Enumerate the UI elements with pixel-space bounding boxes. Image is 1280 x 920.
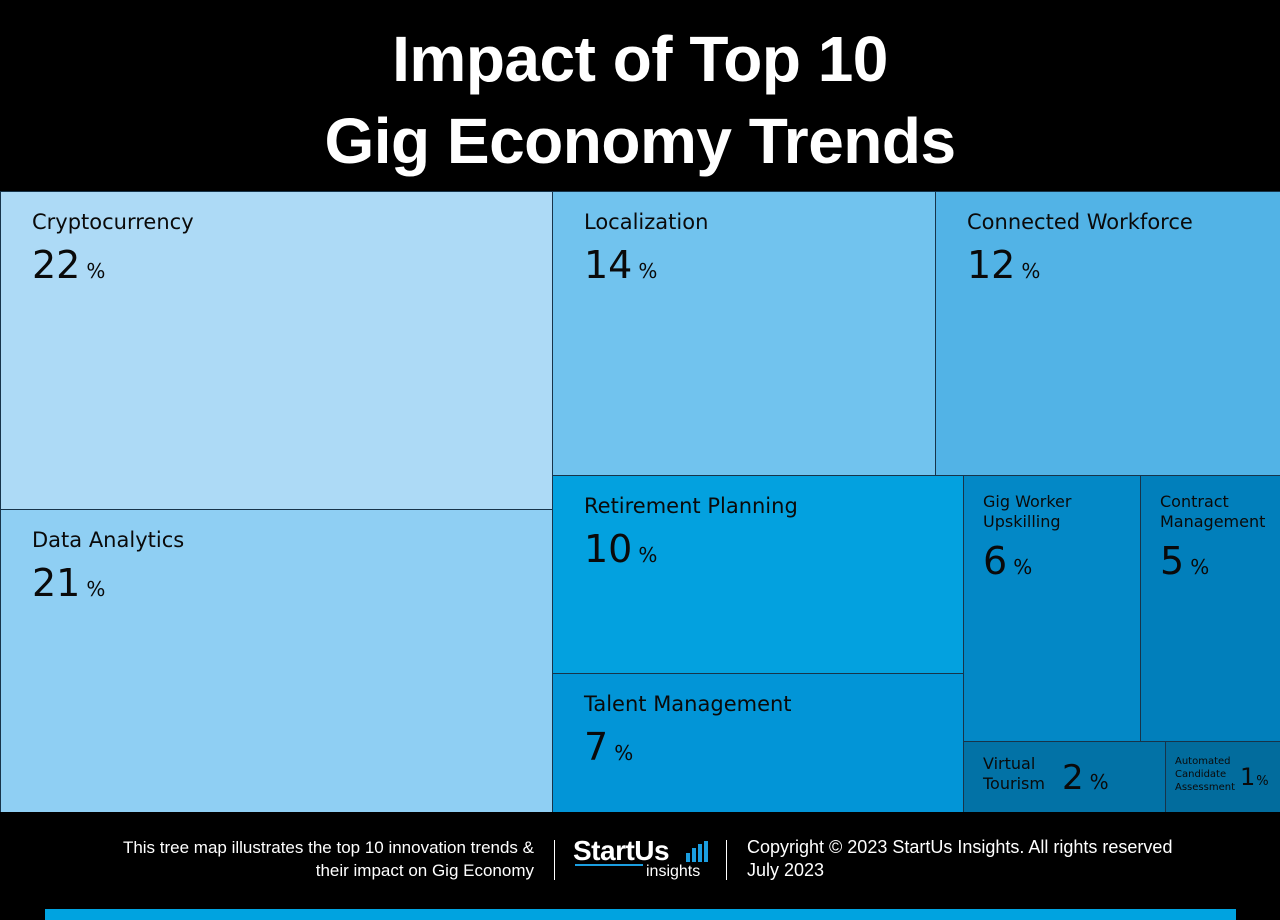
treemap-cell-automated-candidate-assessment: Automated Candidate Assessment 1% [1165,741,1280,812]
treemap-cell-gig-worker-upskilling: Gig Worker Upskilling 6% [963,475,1140,741]
cell-value: 21% [32,558,105,608]
cell-value-unit: % [1256,774,1269,789]
cell-value-unit: % [1190,555,1210,579]
cell-value-number: 22 [32,243,81,287]
cell-value: 2% [1062,756,1109,800]
cell-value-number: 5 [1160,539,1185,583]
cell-value: 6% [983,536,1032,586]
chart-title: Impact of Top 10 Gig Economy Trends [0,18,1280,182]
cell-label: Retirement Planning [584,494,798,518]
cell-label: Cryptocurrency [32,210,194,234]
cell-label: Virtual Tourism [983,754,1045,793]
treemap-cell-connected-workforce: Connected Workforce 12% [935,191,1280,475]
chart-title-line-2: Gig Economy Trends [324,105,956,177]
footer-description-line-2: their impact on Gig Economy [315,861,534,880]
cell-value-number: 1 [1240,763,1256,791]
cell-value-number: 21 [32,561,81,605]
cell-value-number: 2 [1062,758,1084,798]
cell-value: 14% [584,240,657,290]
footer-description: This tree map illustrates the top 10 inn… [14,836,534,882]
footer-divider-right [726,840,727,880]
logo-underline [575,864,643,866]
cell-value-unit: % [638,543,658,567]
publication-date: July 2023 [747,860,825,880]
treemap-cell-contract-management: Contract Management 5% [1140,475,1280,741]
copyright-text: Copyright © 2023 StartUs Insights. All r… [747,837,1173,857]
treemap-cell-talent-management: Talent Management 7% [552,673,963,812]
cell-value-unit: % [614,741,634,765]
treemap-cell-virtual-tourism: Virtual Tourism 2% [963,741,1165,812]
cell-value-number: 7 [584,725,609,769]
treemap-cell-retirement-planning: Retirement Planning 10% [552,475,963,673]
footer-divider-left [554,840,555,880]
cell-label: Talent Management [584,692,792,716]
treemap-cell-data-analytics: Data Analytics 21% [0,509,552,812]
cell-value: 22% [32,240,105,290]
cell-value-unit: % [86,259,106,283]
treemap-cell-cryptocurrency: Cryptocurrency 22% [0,191,552,509]
cell-value-unit: % [1021,259,1041,283]
cell-value: 1% [1240,762,1269,792]
cell-label: Data Analytics [32,528,185,552]
cell-value-unit: % [638,259,658,283]
logo-wordmark: StartUs [573,835,670,866]
cell-value-unit: % [86,577,106,601]
cell-value: 5% [1160,536,1209,586]
cell-value: 7% [584,722,633,772]
bottom-accent-bar [45,909,1236,920]
cell-label: Contract Management [1160,492,1266,531]
cell-label: Gig Worker Upskilling [983,492,1072,531]
cell-label: Automated Candidate Assessment [1175,756,1235,793]
cell-value: 10% [584,524,657,574]
cell-value-number: 6 [983,539,1008,583]
cell-value: 12% [967,240,1040,290]
logo-bars-icon [686,841,708,862]
cell-value-number: 14 [584,243,633,287]
treemap-cell-localization: Localization 14% [552,191,935,475]
chart-title-line-1: Impact of Top 10 [392,23,888,95]
cell-label: Localization [584,210,709,234]
cell-value-number: 10 [584,527,633,571]
cell-value-unit: % [1013,555,1033,579]
cell-value-number: 12 [967,243,1016,287]
logo-subtitle: insights [646,863,701,880]
startus-logo: StartUs insights [573,834,713,884]
cell-label: Connected Workforce [967,210,1193,234]
copyright-block: Copyright © 2023 StartUs Insights. All r… [747,836,1172,882]
footer-description-line-1: This tree map illustrates the top 10 inn… [122,838,534,857]
cell-value-unit: % [1089,770,1109,794]
treemap: Cryptocurrency 22% Data Analytics 21% Locali… [0,191,1280,812]
